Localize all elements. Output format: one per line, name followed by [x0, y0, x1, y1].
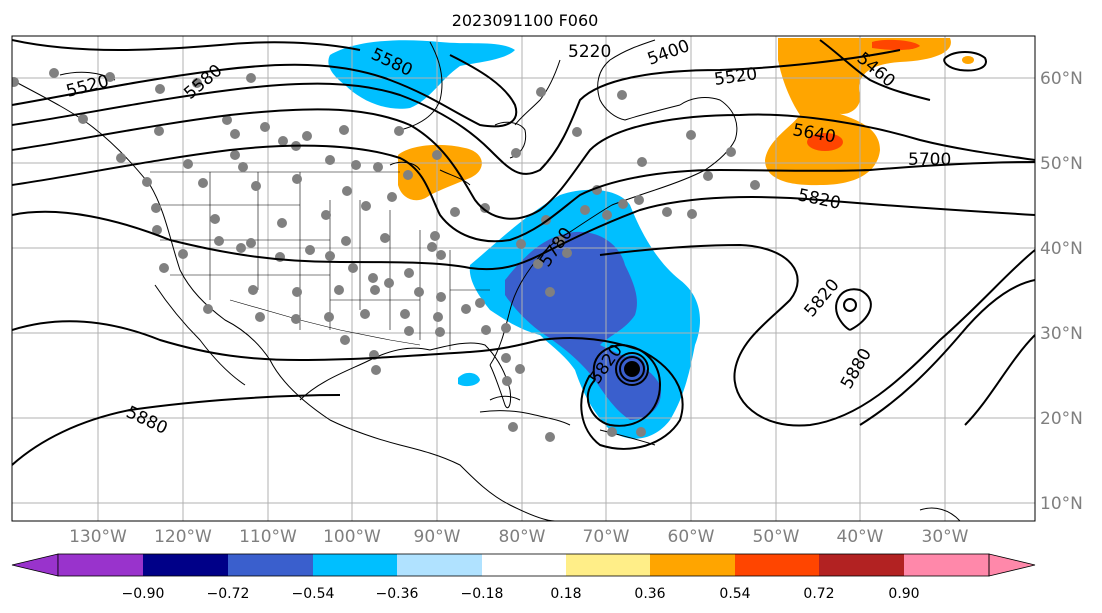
contour-label: 5700 [908, 150, 951, 170]
colorbar-bin [397, 554, 482, 576]
shade-cyan-gulf [458, 372, 480, 387]
colorbar-tick: 0.36 [634, 586, 665, 602]
colorbar: −0.90 −0.72 −0.54 −0.36 −0.18 0.18 0.36 … [11, 553, 1036, 602]
lat-label: 40°N [1040, 239, 1083, 259]
lon-label: 40°W [837, 527, 884, 547]
colorbar-bin [482, 554, 566, 576]
lon-label: 30°W [922, 527, 969, 547]
colorbar-tick: −0.72 [207, 586, 250, 602]
colorbar-tick: 0.18 [550, 586, 581, 602]
colorbar-bin [58, 554, 143, 576]
figure-title: 2023091100 F060 [452, 11, 599, 30]
lat-label: 30°N [1040, 324, 1083, 344]
lon-label: 130°W [69, 527, 127, 547]
map-frame [11, 35, 1036, 522]
colorbar-tick: 0.72 [803, 586, 834, 602]
height-contours [12, 39, 1035, 466]
lon-axis: 130°W 120°W 110°W 100°W 90°W 80°W 70°W 6… [69, 527, 969, 547]
colorbar-tick: −0.90 [122, 586, 165, 602]
colorbar-tick: 0.54 [719, 586, 750, 602]
colorbar-bin [143, 554, 228, 576]
lon-label: 70°W [583, 527, 630, 547]
shade-orange-small [962, 56, 974, 64]
colorbar-bin [819, 554, 904, 576]
shade-cyan-north [328, 40, 515, 109]
colorbar-tick: −0.18 [461, 586, 504, 602]
colorbar-bin [904, 554, 989, 576]
colorbar-frame [57, 553, 990, 577]
state-borders [150, 171, 490, 350]
lon-label: 120°W [154, 527, 212, 547]
shade-orange-lakes [398, 144, 482, 201]
shade-red-mid [807, 133, 843, 151]
lon-label: 100°W [323, 527, 381, 547]
colorbar-tick: −0.36 [376, 586, 419, 602]
lon-label: 60°W [668, 527, 715, 547]
colorbar-bin [313, 554, 397, 576]
lon-label: 50°W [753, 527, 800, 547]
lon-label: 80°W [499, 527, 546, 547]
contour-label: 5220 [568, 42, 611, 62]
lat-label: 20°N [1040, 409, 1083, 429]
colorbar-tick: −0.54 [292, 586, 335, 602]
shade-red-north [872, 39, 920, 50]
colorbar-tick: 0.90 [888, 586, 919, 602]
lon-label: 90°W [414, 527, 461, 547]
colorbar-bin [228, 554, 313, 576]
colorbar-extend-high [988, 553, 1036, 577]
colorbar-extend-low [11, 553, 59, 577]
lat-axis: 60°N 50°N 40°N 30°N 20°N 10°N [1040, 69, 1083, 514]
lat-label: 50°N [1040, 154, 1083, 174]
colorbar-bin [735, 554, 819, 576]
lon-label: 110°W [239, 527, 297, 547]
station-dots [12, 68, 760, 442]
lat-label: 60°N [1040, 69, 1083, 89]
colorbar-bin [566, 554, 650, 576]
shade-orange-atlantic [765, 38, 951, 186]
map-panel: 5580 5520 5580 5220 5400 5520 5460 5640 … [11, 35, 1036, 522]
lat-label: 10°N [1040, 494, 1083, 514]
colorbar-bin [650, 554, 735, 576]
